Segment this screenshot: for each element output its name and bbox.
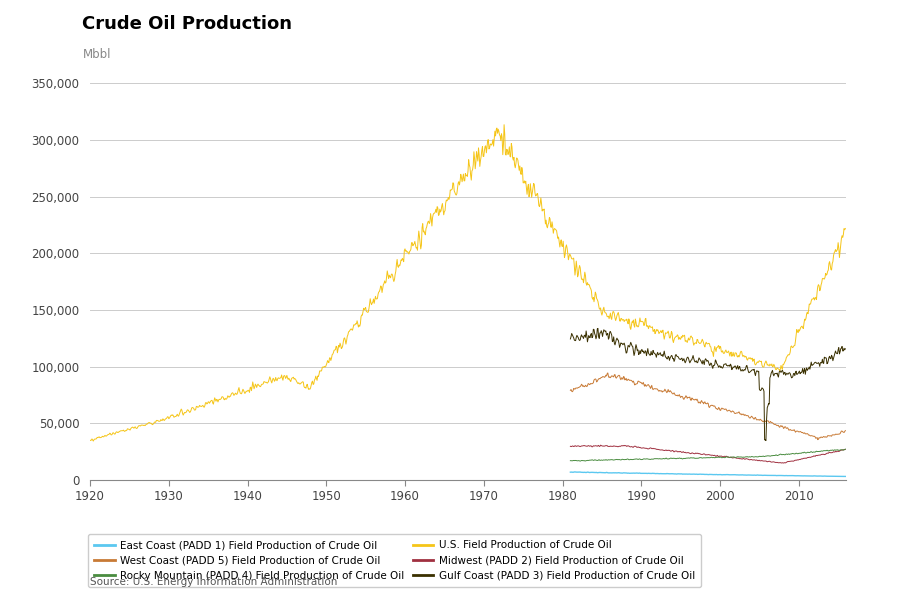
Text: Crude Oil Production: Crude Oil Production — [83, 15, 292, 33]
Text: Mbbl: Mbbl — [83, 47, 111, 61]
Text: Source: U.S. Energy Information Administration: Source: U.S. Energy Information Administ… — [90, 577, 338, 587]
Legend: East Coast (PADD 1) Field Production of Crude Oil, West Coast (PADD 5) Field Pro: East Coast (PADD 1) Field Production of … — [87, 534, 701, 587]
